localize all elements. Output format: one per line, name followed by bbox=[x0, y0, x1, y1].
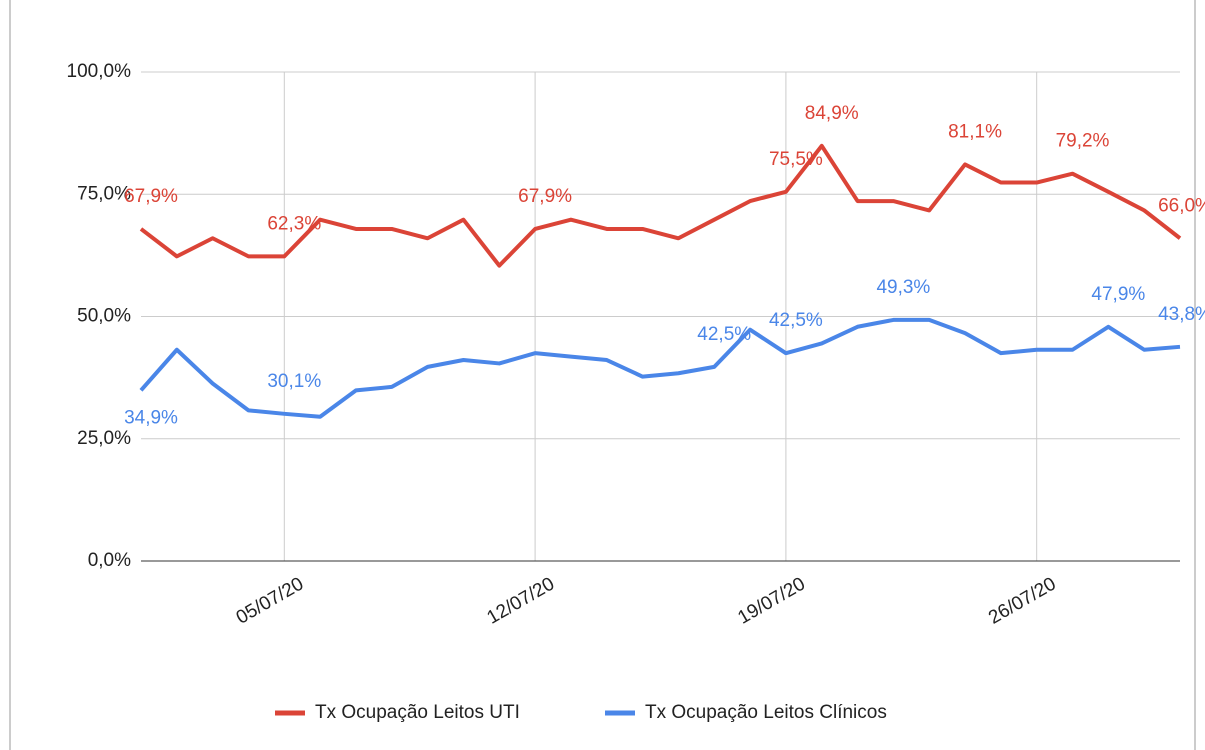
data-label: 84,9% bbox=[805, 103, 859, 124]
data-label: 42,5% bbox=[769, 310, 823, 331]
data-label: 49,3% bbox=[876, 277, 930, 298]
y-tick-label: 75,0% bbox=[77, 183, 131, 204]
data-label: 47,9% bbox=[1091, 284, 1145, 305]
data-label: 75,5% bbox=[769, 149, 823, 170]
data-label: 67,9% bbox=[518, 186, 572, 207]
data-label: 43,8% bbox=[1158, 304, 1205, 325]
y-tick-label: 50,0% bbox=[77, 306, 131, 327]
y-tick-label: 100,0% bbox=[67, 61, 132, 82]
data-label: 67,9% bbox=[124, 186, 178, 207]
data-label: 30,1% bbox=[267, 371, 321, 392]
series-line bbox=[139, 317, 1181, 419]
data-label: 42,5% bbox=[697, 324, 751, 345]
legend-label: Tx Ocupação Leitos UTI bbox=[315, 702, 520, 723]
legend-label: Tx Ocupação Leitos Clínicos bbox=[645, 702, 887, 723]
data-label: 62,3% bbox=[267, 213, 321, 234]
data-label: 66,0% bbox=[1158, 195, 1205, 216]
y-tick-label: 0,0% bbox=[88, 550, 131, 571]
data-label: 81,1% bbox=[948, 121, 1002, 142]
data-label: 34,9% bbox=[124, 407, 178, 428]
series-line bbox=[139, 143, 1182, 268]
data-label: 79,2% bbox=[1056, 131, 1110, 152]
y-tick-label: 25,0% bbox=[77, 428, 131, 449]
